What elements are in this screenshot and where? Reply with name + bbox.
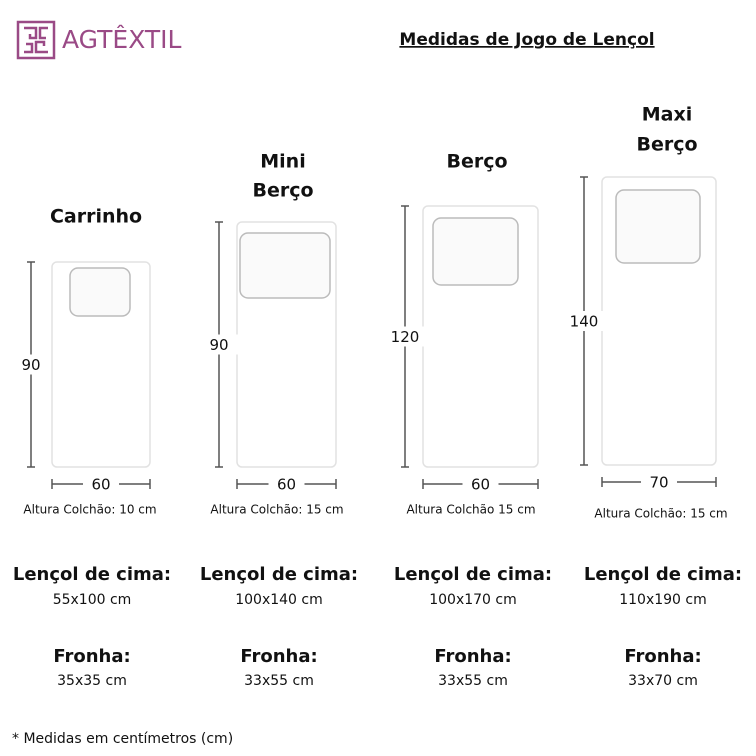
pillow-size: 35x35 cm <box>57 673 127 689</box>
mattress-height: Altura Colchão: 10 cm <box>23 503 156 517</box>
sheet-size: 100x170 cm <box>429 592 517 608</box>
sheet-size: 110x190 cm <box>619 592 707 608</box>
height-label: 120 <box>391 328 420 346</box>
label-bg <box>199 334 239 355</box>
pillow-size: 33x55 cm <box>438 673 508 689</box>
pillow-size: 33x55 cm <box>244 673 314 689</box>
pillow <box>615 189 701 264</box>
logo-text: AGTÊXTIL <box>62 25 182 54</box>
product-name: Berço <box>636 134 697 156</box>
product-name: Maxi <box>642 104 693 126</box>
width-label: 60 <box>471 476 490 494</box>
label-bg <box>564 311 604 331</box>
pillow <box>239 232 331 299</box>
sheet-label: Lençol de cima: <box>13 564 171 585</box>
mattress-height: Altura Colchão 15 cm <box>406 503 535 517</box>
height-label: 140 <box>570 313 599 331</box>
pillow-label: Fronha: <box>434 646 511 667</box>
label-bg <box>11 354 51 375</box>
sheet-label: Lençol de cima: <box>200 564 358 585</box>
pillow-label: Fronha: <box>624 646 701 667</box>
height-label: 90 <box>21 356 40 374</box>
sheet-label: Lençol de cima: <box>394 564 552 585</box>
label-bg <box>83 474 119 494</box>
pillow-label: Fronha: <box>240 646 317 667</box>
sheet-label: Lençol de cima: <box>584 564 742 585</box>
width-label: 60 <box>277 476 296 494</box>
product-name: Carrinho <box>50 206 142 228</box>
width-label: 70 <box>649 474 668 492</box>
sheet-size: 55x100 cm <box>53 592 132 608</box>
logo-icon <box>16 20 56 60</box>
width-label: 60 <box>91 476 110 494</box>
product-name: Berço <box>446 151 507 173</box>
label-bg <box>268 474 305 494</box>
footnote: * Medidas em centímetros (cm) <box>12 731 233 747</box>
sheet-size: 100x140 cm <box>235 592 323 608</box>
mattress-height: Altura Colchão: 15 cm <box>594 507 727 521</box>
mattress-height: Altura Colchão: 15 cm <box>210 503 343 517</box>
pillow-label: Fronha: <box>53 646 130 667</box>
product-name: Berço <box>252 180 313 202</box>
product-name: Mini <box>260 151 305 173</box>
pillow-size: 33x70 cm <box>628 673 698 689</box>
pillow <box>432 217 519 286</box>
label-bg <box>385 326 425 347</box>
height-label: 90 <box>209 336 228 354</box>
label-bg <box>641 472 677 492</box>
title: Medidas de Jogo de Lençol <box>399 30 654 50</box>
pillow <box>69 267 131 317</box>
label-bg <box>462 474 499 494</box>
